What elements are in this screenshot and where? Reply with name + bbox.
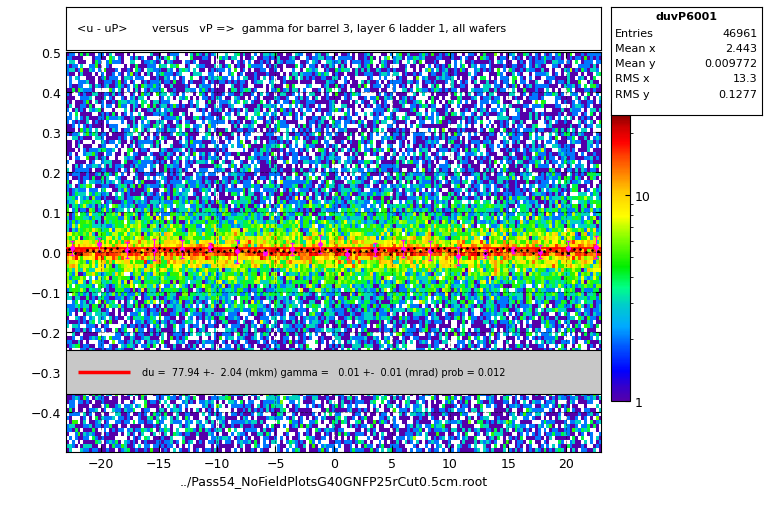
Text: 0.009772: 0.009772 [705,59,757,69]
Text: Entries: Entries [615,29,654,38]
Text: 46961: 46961 [722,29,757,38]
Text: 13.3: 13.3 [733,74,757,84]
Text: RMS y: RMS y [615,89,650,99]
Text: <u - uP>       versus   vP =>  gamma for barrel 3, layer 6 ladder 1, all wafers: <u - uP> versus vP => gamma for barrel 3… [77,24,506,34]
Text: Mean x: Mean x [615,44,656,54]
Text: 2.443: 2.443 [726,44,757,54]
Text: duvP6001: duvP6001 [656,12,717,22]
Text: 0.1277: 0.1277 [719,89,757,99]
X-axis label: ../Pass54_NoFieldPlotsG40GNFP25rCut0.5cm.root: ../Pass54_NoFieldPlotsG40GNFP25rCut0.5cm… [179,474,488,487]
Text: Mean y: Mean y [615,59,656,69]
Text: du =  77.94 +-  2.04 (mkm) gamma =   0.01 +-  0.01 (mrad) prob = 0.012: du = 77.94 +- 2.04 (mkm) gamma = 0.01 +-… [141,367,505,377]
Bar [66,350,601,394]
Text: RMS x: RMS x [615,74,650,84]
